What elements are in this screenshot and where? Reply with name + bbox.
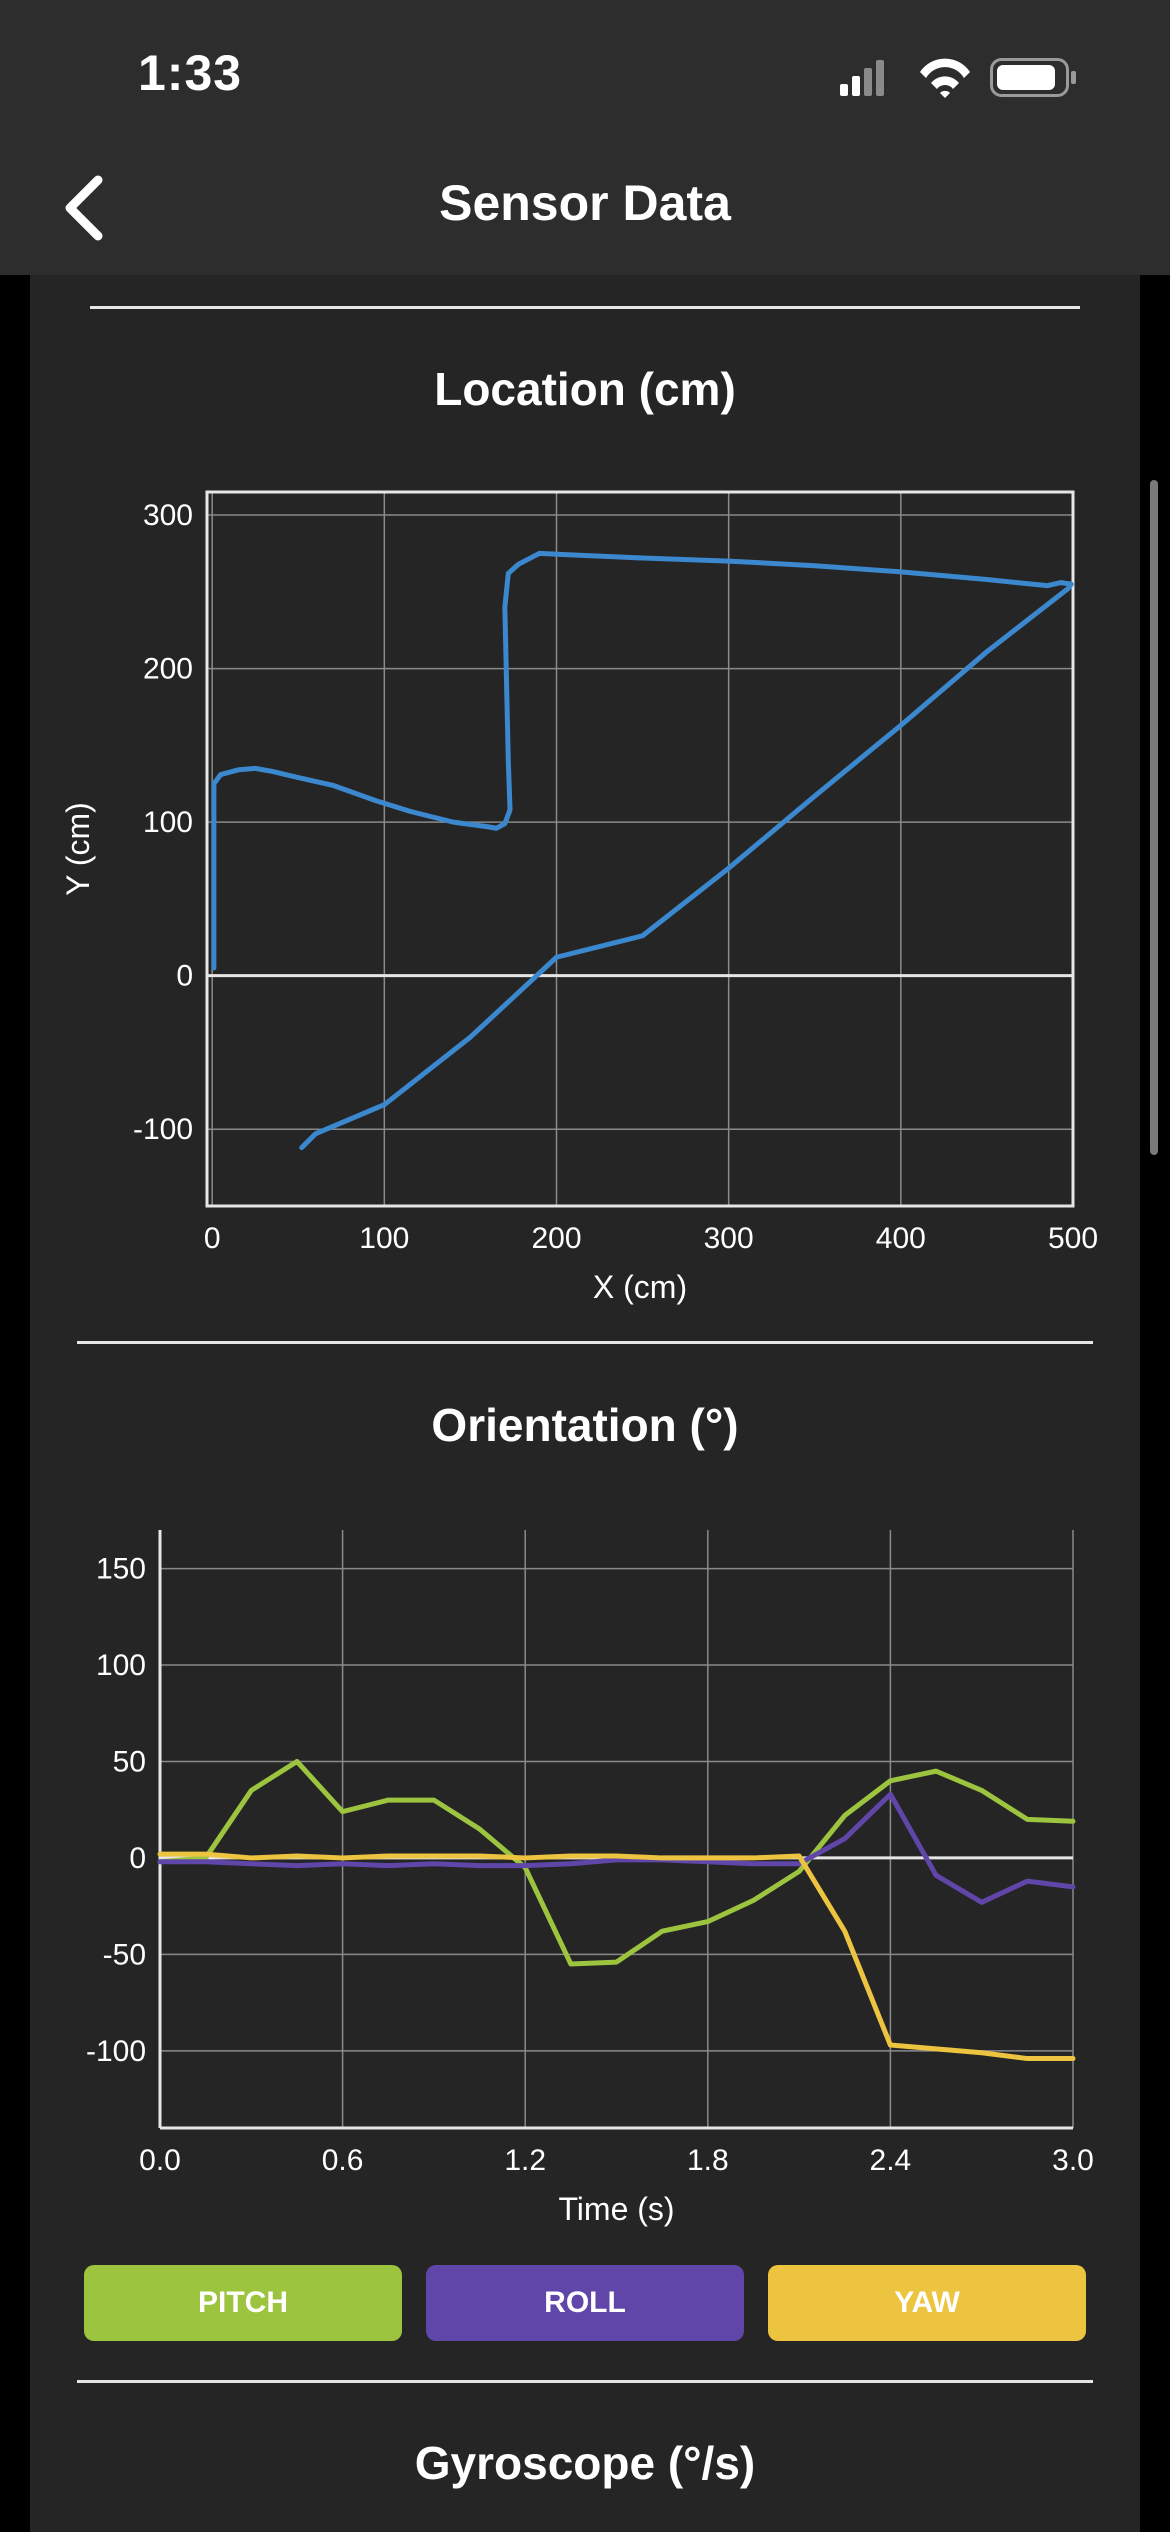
y-tick-label: 50 [113, 1745, 146, 1778]
divider [77, 2380, 1093, 2383]
x-tick-label: 200 [531, 1222, 581, 1255]
status-time: 1:33 [138, 45, 243, 101]
y-tick-label: 200 [143, 653, 193, 686]
x-tick-label: 300 [704, 1222, 754, 1255]
chevron-left-icon [65, 175, 103, 241]
yaw-legend-button[interactable]: YAW [768, 2265, 1086, 2341]
x-tick-label: 0.0 [139, 2144, 181, 2177]
back-button[interactable] [58, 174, 118, 242]
x-tick-label: 1.2 [504, 2144, 546, 2177]
y-tick-label: 150 [96, 1553, 146, 1586]
x-axis-label: Time (s) [558, 2191, 674, 2227]
pitch-series-line [157, 1758, 1076, 1967]
roll-legend-button[interactable]: ROLL [426, 2265, 744, 2341]
yaw-series-line [157, 1851, 1076, 2062]
gyroscope-section-title: Gyroscope (°/s) [414, 2437, 756, 2489]
scrollbar[interactable] [1150, 480, 1158, 1155]
x-tick-label: 100 [359, 1222, 409, 1255]
location-chart: 0 100 200 300 400 500 -100 0 100 200 300 X (cm) Y (c… [60, 490, 1098, 1305]
navigation-bar: Sensor Data [0, 140, 1170, 275]
plot-frame [205, 490, 1075, 1208]
wifi-icon [920, 58, 970, 98]
y-tick-label: 100 [143, 806, 193, 839]
x-tick-label: 1.8 [687, 2144, 729, 2177]
content-panel [30, 275, 1140, 2532]
y-tick-label: -50 [103, 1938, 146, 1971]
x-axis-label: X (cm) [593, 1269, 687, 1305]
orientation-section-title: Orientation (°) [431, 1399, 739, 1451]
x-tick-label: 2.4 [870, 2144, 912, 2177]
x-tick-label: 400 [876, 1222, 926, 1255]
location-path-line [211, 550, 1074, 1151]
y-tick-label: 300 [143, 499, 193, 532]
x-tick-label: 0 [204, 1222, 221, 1255]
y-tick-label: -100 [133, 1113, 193, 1146]
y-tick-label: 100 [96, 1649, 146, 1682]
roll-series-line [157, 1791, 1076, 1905]
battery-icon [990, 58, 1076, 97]
cellular-signal-icon [840, 60, 884, 96]
pitch-legend-button[interactable]: PITCH [84, 2265, 402, 2341]
status-icons [840, 56, 1090, 98]
y-tick-label: -100 [86, 2035, 146, 2068]
divider [90, 306, 1080, 309]
status-bar: 1:33 [0, 0, 1170, 140]
y-tick-label: 0 [129, 1842, 146, 1875]
x-tick-label: 3.0 [1052, 2144, 1094, 2177]
page-title: Sensor Data [439, 175, 731, 231]
divider [77, 1341, 1093, 1344]
x-tick-label: 0.6 [322, 2144, 364, 2177]
orientation-chart: 0.0 0.6 1.2 1.8 2.4 3.0 -100 -50 0 50 100 150 Time (… [86, 1530, 1094, 2227]
y-axis-label: Y (cm) [60, 802, 96, 896]
y-tick-label: 0 [176, 960, 193, 993]
location-section-title: Location (cm) [434, 363, 736, 415]
x-tick-label: 500 [1048, 1222, 1098, 1255]
